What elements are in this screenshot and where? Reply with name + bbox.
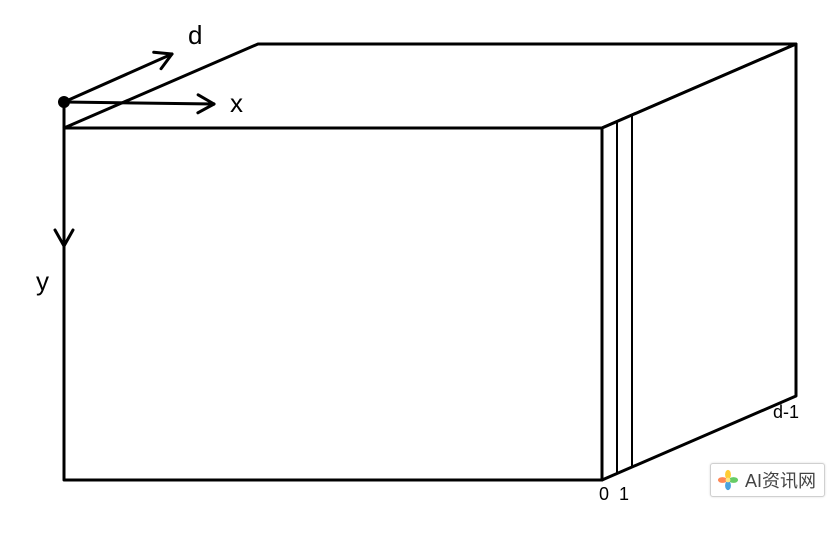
slice-index-label: 0 xyxy=(599,484,609,504)
slice-index-label: 1 xyxy=(619,484,629,504)
flower-icon xyxy=(717,469,739,491)
slice-last-label: d-1 xyxy=(773,402,799,422)
axis-label-y: y xyxy=(36,266,49,296)
box-front-face xyxy=(64,128,602,480)
axis-label-d: d xyxy=(188,20,202,50)
watermark-text: AI资讯网 xyxy=(745,467,816,493)
axis-label-x: x xyxy=(230,88,243,118)
watermark-badge: AI资讯网 xyxy=(710,463,825,497)
tensor-cube-diagram: 01 d-1 d x y xyxy=(0,0,837,537)
